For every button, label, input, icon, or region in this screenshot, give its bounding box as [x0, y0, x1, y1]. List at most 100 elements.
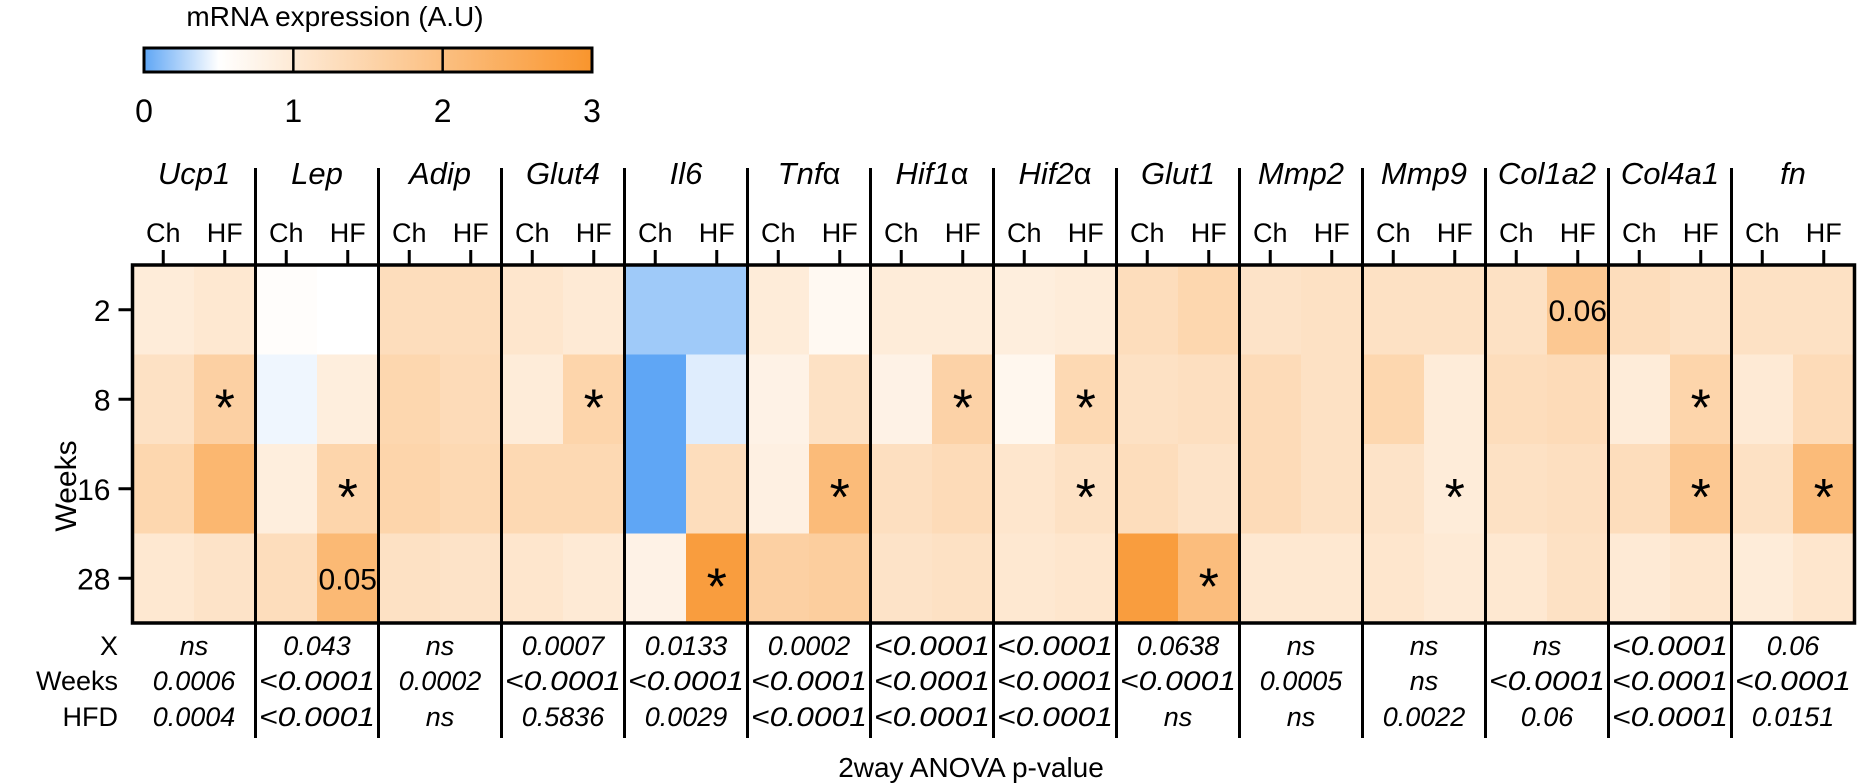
heatmap-cell [317, 444, 380, 535]
condition-label: HF [1191, 218, 1227, 248]
gene-label: Lep [291, 156, 343, 191]
anova-p-value: <0.0001 [997, 702, 1113, 732]
heatmap-cell [1793, 444, 1856, 535]
significance-annotations: * * * * * * * * * * * * * 0.06 0.05 [215, 295, 1834, 617]
condition-label: Ch [1253, 218, 1288, 248]
heatmap-cell [378, 533, 441, 624]
condition-label: Ch [638, 218, 673, 248]
heatmap-cell [1055, 533, 1118, 624]
anova-p-value: 0.0133 [645, 631, 728, 661]
heatmap-cell [563, 444, 626, 535]
heatmap-cell [1301, 354, 1364, 445]
significance-asterisk: * [830, 469, 850, 527]
row-label: 2 [94, 295, 111, 328]
heatmap-cell [747, 533, 810, 624]
heatmap-cell [809, 354, 872, 445]
anova-p-value: ns [1287, 702, 1316, 732]
heatmap-cell [1547, 265, 1610, 356]
condition-label: HF [576, 218, 612, 248]
anova-p-value: 0.5836 [522, 702, 606, 732]
gene-label: Adip [407, 156, 471, 191]
gene-label: Il6 [670, 156, 704, 191]
anova-p-value: <0.0001 [259, 702, 375, 732]
heatmap-cell [1485, 354, 1548, 445]
heatmap-cell [440, 533, 503, 624]
heatmap-cell [255, 533, 318, 624]
significance-asterisk: * [584, 379, 604, 437]
heatmap-cell [686, 265, 749, 356]
heatmap-cell [1485, 265, 1548, 356]
significance-asterisk: * [215, 379, 235, 437]
colorbar-tick-label: 0 [135, 93, 153, 129]
heatmap-cell [1793, 265, 1856, 356]
anova-p-value: <0.0001 [997, 631, 1113, 661]
heatmap-cell [1670, 354, 1733, 445]
heatmap-cell [1362, 265, 1425, 356]
condition-label: HF [1806, 218, 1842, 248]
heatmap-cell [501, 444, 564, 535]
anova-title: 2way ANOVA p-value [838, 752, 1104, 783]
anova-p-value: <0.0001 [1612, 631, 1728, 661]
anova-p-value: 0.0029 [645, 702, 728, 732]
heatmap-cell [317, 533, 380, 624]
heatmap-cell [932, 265, 995, 356]
anova-p-value: ns [1287, 631, 1316, 661]
heatmap-cell [686, 444, 749, 535]
heatmap-cell [1178, 533, 1241, 624]
heatmap-cell [1055, 444, 1118, 535]
heatmap-cell [993, 444, 1056, 535]
heatmap-cell [870, 533, 933, 624]
heatmap-cell [993, 533, 1056, 624]
condition-label: Ch [1376, 218, 1411, 248]
anova-p-value: <0.0001 [751, 666, 867, 696]
heatmap-cell [378, 354, 441, 445]
heatmap-cell [1116, 265, 1179, 356]
anova-p-value: <0.0001 [751, 702, 867, 732]
anova-p-value: <0.0001 [874, 631, 990, 661]
gene-label: Glut1 [1141, 156, 1215, 191]
gene-label: Hif1α [895, 156, 968, 191]
anova-p-value: ns [426, 631, 455, 661]
heatmap-cells [132, 265, 1856, 624]
condition-label: Ch [1499, 218, 1534, 248]
heatmap-cell [194, 354, 257, 445]
anova-p-value: 0.0002 [399, 666, 482, 696]
anova-p-value: ns [1410, 631, 1439, 661]
heatmap-cell [1424, 533, 1487, 624]
heatmap-cell [1116, 444, 1179, 535]
heatmap-cell [1301, 533, 1364, 624]
heatmap-cell [870, 354, 933, 445]
gene-label: Col1a2 [1498, 156, 1596, 191]
heatmap-cell [1362, 354, 1425, 445]
heatmap-cell [194, 444, 257, 535]
anova-p-value: 0.0005 [1260, 666, 1344, 696]
anova-p-value: 0.0022 [1383, 702, 1466, 732]
heatmap-cell [870, 265, 933, 356]
colorbar-title: mRNA expression (A.U) [186, 1, 483, 32]
condition-label: HF [699, 218, 735, 248]
heatmap-cell [255, 354, 318, 445]
heatmap-cell [1547, 444, 1610, 535]
condition-label: Ch [1007, 218, 1042, 248]
condition-label: Ch [269, 218, 304, 248]
heatmap-cell [440, 265, 503, 356]
condition-headers: Ch HF Ch HF Ch HF Ch HF Ch HF Ch HF Ch HF Ch HF Ch HF Ch HF… [146, 218, 1842, 265]
heatmap-cell [747, 354, 810, 445]
anova-p-value: <0.0001 [505, 666, 621, 696]
row-label: 16 [77, 474, 110, 507]
heatmap-cell [932, 354, 995, 445]
p-value-annotation: 0.05 [319, 563, 377, 596]
significance-asterisk: * [1076, 469, 1096, 527]
anova-p-value: 0.0151 [1752, 702, 1835, 732]
heatmap-cell [132, 354, 195, 445]
gene-label: Mmp2 [1258, 156, 1344, 191]
heatmap-cell [1178, 354, 1241, 445]
heatmap-cell [1608, 533, 1671, 624]
heatmap-cell [255, 444, 318, 535]
significance-asterisk: * [1199, 558, 1219, 616]
significance-asterisk: * [338, 469, 358, 527]
heatmap-cell [993, 354, 1056, 445]
heatmap-cell [809, 265, 872, 356]
heatmap-cell [1793, 354, 1856, 445]
